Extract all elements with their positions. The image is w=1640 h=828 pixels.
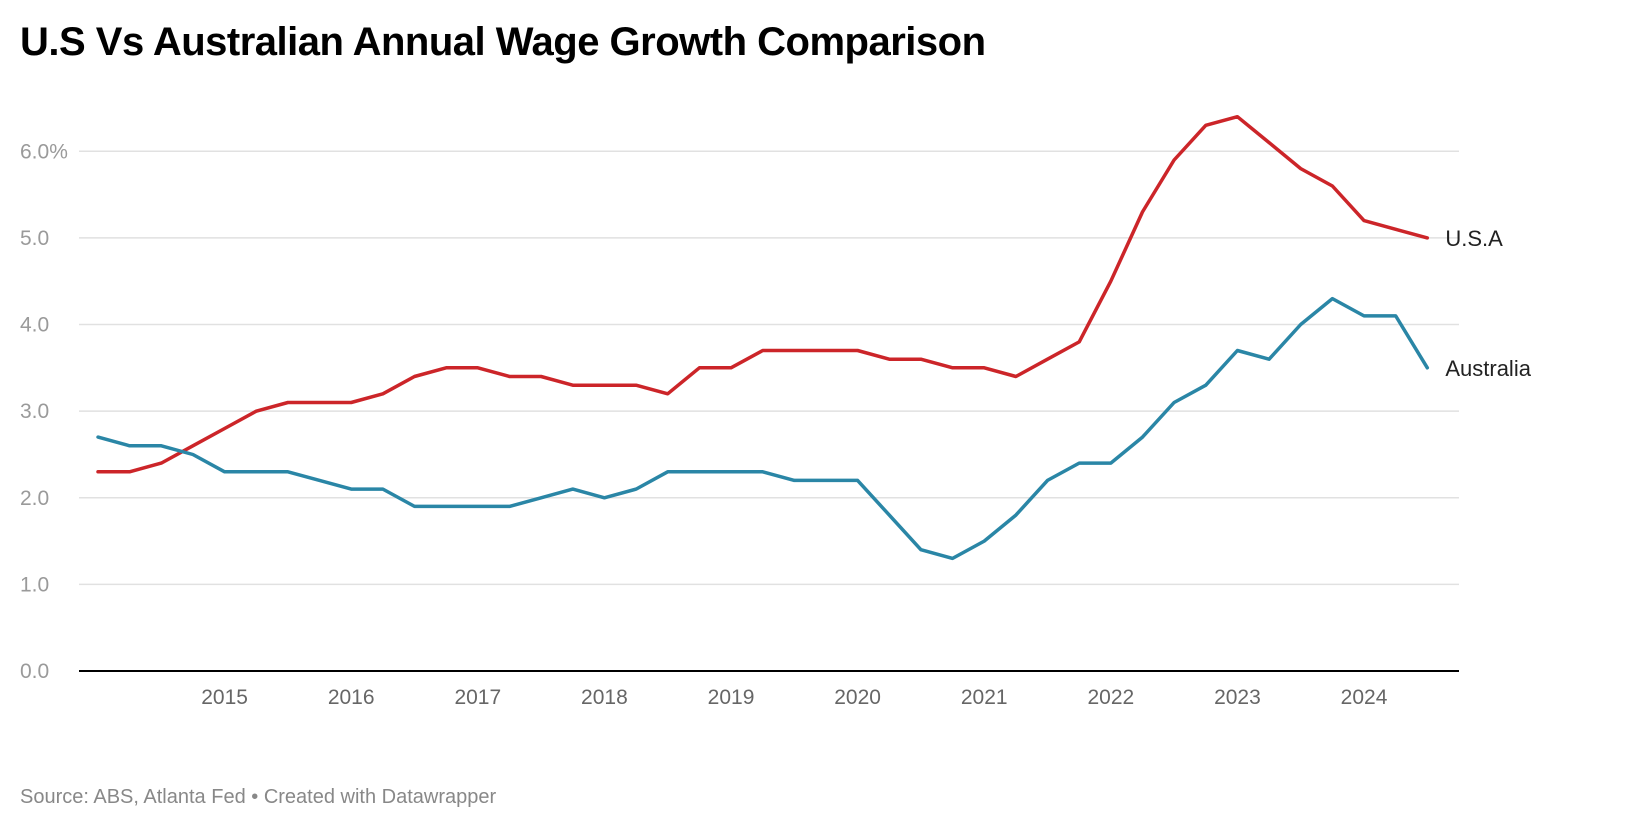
series-lines (96, 114, 1430, 561)
y-tick-label: 1.0 (20, 573, 49, 596)
credit-note: Created with Datawrapper (263, 786, 497, 808)
x-tick-label: 2019 (708, 686, 755, 709)
chart-title: U.S Vs Australian Annual Wage Growth Com… (20, 20, 986, 64)
series-label-australia: Australia (1445, 356, 1531, 381)
series-labels: U.S.A Australia (1445, 226, 1531, 381)
y-axis-ticks: 0.0 1.0 2.0 3.0 4.0 5.0 6.0% (20, 140, 68, 683)
y-tick-label: 4.0 (20, 314, 49, 337)
x-tick-label: 2023 (1214, 686, 1261, 709)
y-tick-label: 5.0 (20, 227, 49, 250)
y-tick-label: 0.0 (20, 660, 49, 683)
source-note: Source: ABS, Atlanta Fed (20, 786, 246, 808)
x-tick-label: 2018 (581, 686, 628, 709)
x-tick-label: 2020 (834, 686, 881, 709)
y-tick-label: 6.0% (20, 140, 68, 163)
chart-footer: Source: ABS, Atlanta Fed • Created with … (20, 786, 496, 809)
x-tick-label: 2016 (328, 686, 375, 709)
series-line-australia (96, 296, 1430, 561)
y-tick-label: 3.0 (20, 400, 49, 423)
x-tick-label: 2017 (454, 686, 501, 709)
series-label-u-s-a: U.S.A (1445, 226, 1503, 251)
series-line-u-s-a (96, 114, 1430, 474)
y-tick-label: 2.0 (20, 487, 49, 510)
gridlines (79, 150, 1459, 586)
x-tick-label: 2021 (961, 686, 1008, 709)
x-tick-label: 2024 (1341, 686, 1388, 709)
x-tick-label: 2022 (1087, 686, 1134, 709)
footer-separator: • (245, 786, 264, 808)
x-axis-ticks: 2015 2016 2017 2018 2019 2020 2021 2022 2023 2024 (201, 686, 1387, 709)
x-tick-label: 2015 (201, 686, 248, 709)
